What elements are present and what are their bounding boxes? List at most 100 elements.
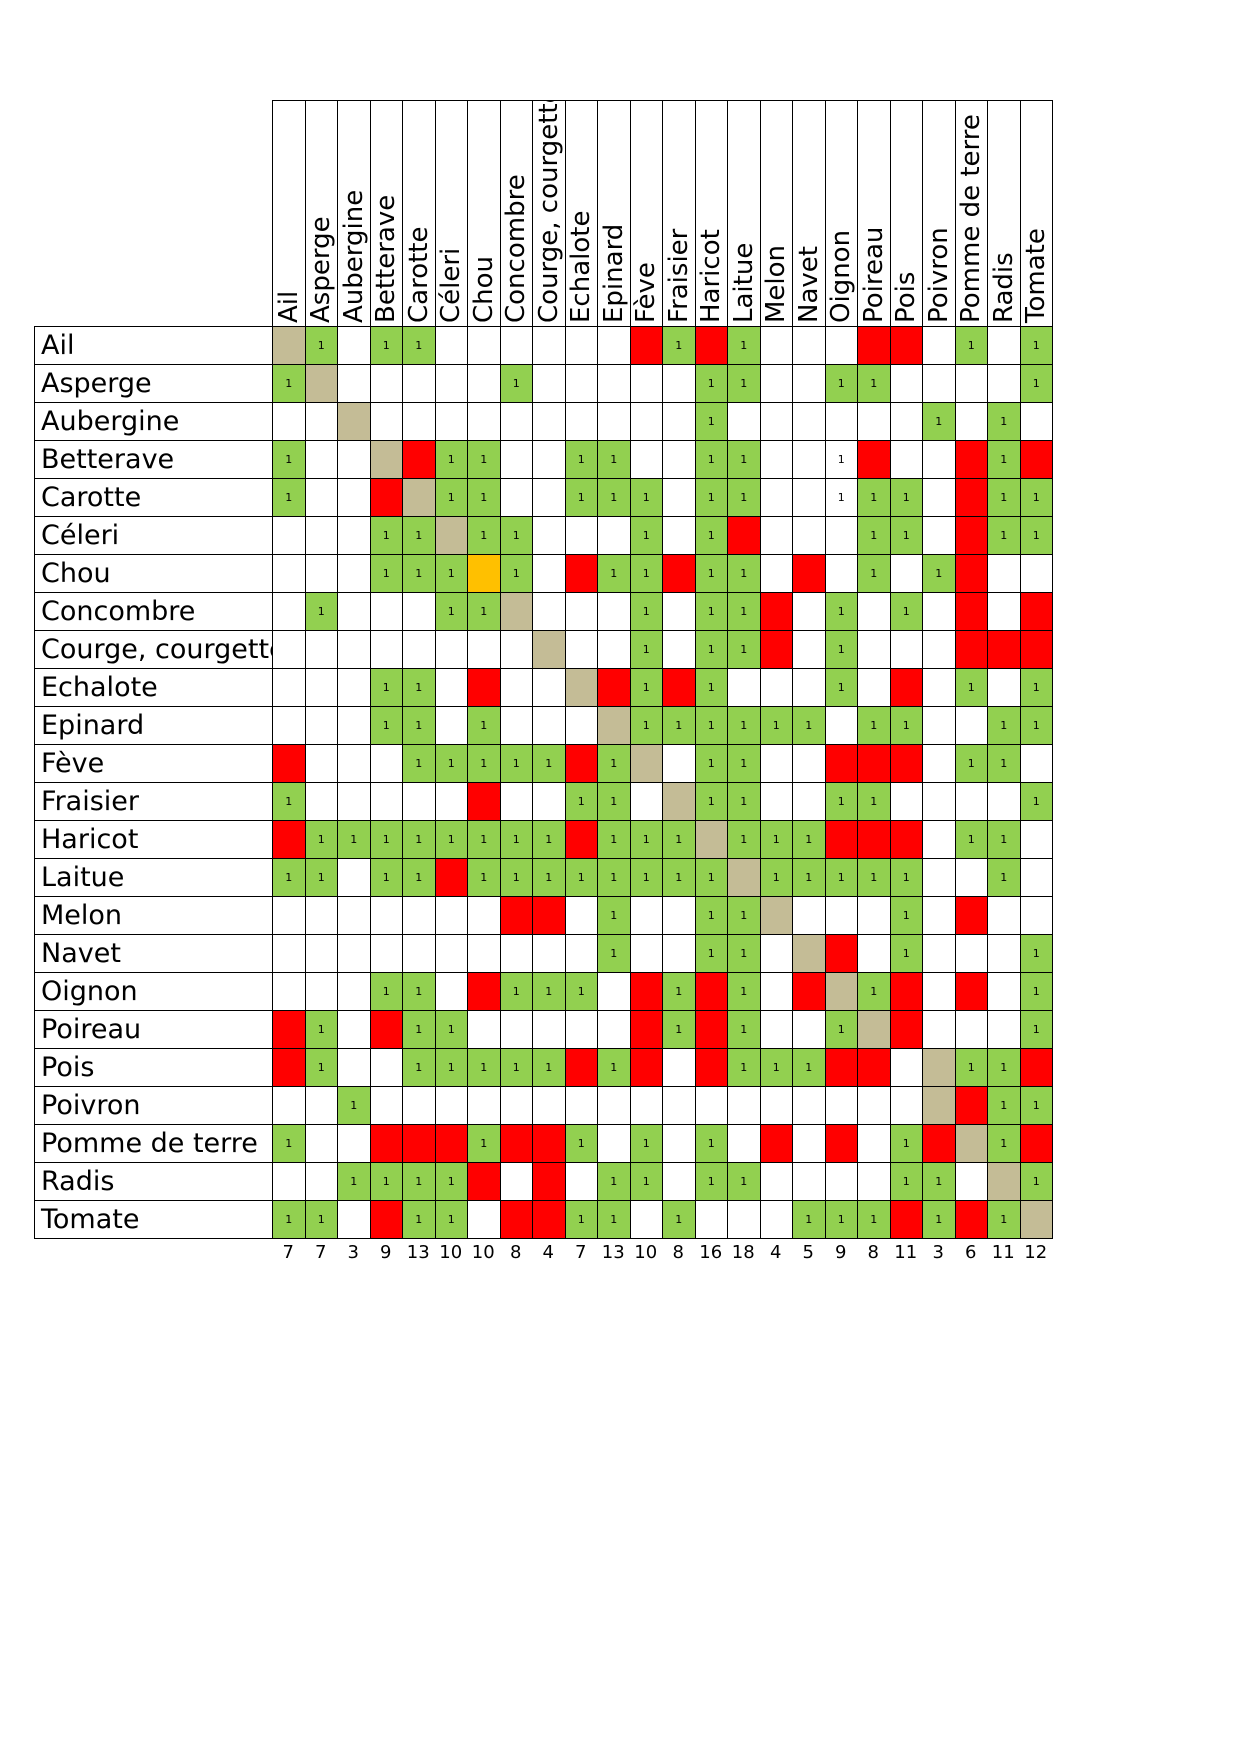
grid-cell: 1: [987, 1048, 1021, 1087]
grid-cell: [629, 326, 663, 365]
grid-cell: [759, 1086, 793, 1125]
grid-cell: [1019, 1124, 1053, 1163]
grid-cell: 1: [467, 820, 501, 859]
grid-cell: [272, 402, 306, 441]
column-header-label: Carotte: [403, 226, 434, 324]
grid-cell: 1: [857, 782, 891, 821]
grid-cell: 1: [304, 858, 338, 897]
grid-cell: [272, 972, 306, 1011]
grid-cell: [597, 668, 631, 707]
grid-cell: 1: [694, 554, 728, 593]
grid-cell: 1: [1019, 1086, 1053, 1125]
grid-cell: 1: [272, 440, 306, 479]
grid-cell: [727, 402, 761, 441]
grid-cell: [499, 592, 533, 631]
column-total: 11: [991, 1242, 1015, 1263]
grid-cell: [759, 326, 793, 365]
grid-cell: [597, 1010, 631, 1049]
grid-cell: [467, 934, 501, 973]
grid-cell: 1: [922, 1200, 956, 1239]
grid-cell: [889, 1010, 923, 1049]
grid-cell: [727, 1124, 761, 1163]
grid-cell: 1: [369, 554, 403, 593]
grid-cell: [337, 1200, 371, 1239]
grid-cell: [499, 1086, 533, 1125]
grid-cell: [987, 1010, 1021, 1049]
grid-cell: [272, 1010, 306, 1049]
grid-cell: [824, 1086, 858, 1125]
grid-cell: [954, 1010, 988, 1049]
grid-cell: [532, 668, 566, 707]
grid-cell: [987, 326, 1021, 365]
grid-cell: [272, 706, 306, 745]
grid-cell: 1: [1019, 668, 1053, 707]
grid-cell: [759, 554, 793, 593]
grid-cell: [759, 972, 793, 1011]
row-label: Ail: [34, 326, 273, 365]
column-header: Pois: [889, 100, 923, 327]
grid-cell: [434, 706, 468, 745]
column-total: 3: [932, 1242, 944, 1263]
grid-cell: 1: [987, 516, 1021, 555]
grid-cell: [304, 516, 338, 555]
grid-cell: [759, 1010, 793, 1049]
grid-cell: [824, 706, 858, 745]
grid-cell: [629, 1200, 663, 1239]
grid-cell: 1: [759, 1048, 793, 1087]
grid-cell: [662, 478, 696, 517]
grid-cell: 1: [759, 706, 793, 745]
grid-cell: [532, 326, 566, 365]
grid-cell: [564, 516, 598, 555]
grid-cell: [792, 896, 826, 935]
grid-cell: [337, 782, 371, 821]
grid-cell: 1: [727, 630, 761, 669]
grid-cell: [857, 440, 891, 479]
grid-cell: [694, 1048, 728, 1087]
grid-cell: 1: [824, 858, 858, 897]
column-header: Concombre: [499, 100, 533, 327]
grid-cell: [694, 1200, 728, 1239]
grid-cell: 1: [889, 896, 923, 935]
grid-cell: [759, 896, 793, 935]
column-header: Radis: [987, 100, 1021, 327]
grid-cell: [369, 364, 403, 403]
grid-cell: [857, 1010, 891, 1049]
grid-cell: [629, 440, 663, 479]
grid-cell: [337, 934, 371, 973]
grid-cell: [759, 744, 793, 783]
grid-cell: [662, 364, 696, 403]
column-header-label: Fève: [631, 262, 662, 323]
column-header: Navet: [792, 100, 826, 327]
grid-cell: [402, 592, 436, 631]
grid-cell: [954, 782, 988, 821]
grid-cell: [922, 972, 956, 1011]
column-header: Laitue: [727, 100, 761, 327]
grid-cell: 1: [597, 1200, 631, 1239]
grid-cell: [564, 668, 598, 707]
grid-cell: 1: [629, 1162, 663, 1201]
grid-cell: [857, 1048, 891, 1087]
grid-cell: [304, 1162, 338, 1201]
grid-cell: 1: [759, 820, 793, 859]
grid-cell: [304, 554, 338, 593]
column-total: 10: [471, 1242, 495, 1263]
column-header-label: Poivron: [923, 227, 954, 323]
grid-cell: [272, 668, 306, 707]
grid-cell: [337, 1124, 371, 1163]
grid-cell: [954, 1086, 988, 1125]
grid-cell: [304, 972, 338, 1011]
grid-cell: [954, 364, 988, 403]
grid-cell: [954, 896, 988, 935]
grid-cell: 1: [727, 326, 761, 365]
grid-cell: [922, 782, 956, 821]
column-total: 6: [965, 1242, 977, 1263]
grid-cell: [987, 896, 1021, 935]
grid-cell: [792, 478, 826, 517]
grid-cell: [532, 364, 566, 403]
grid-cell: [759, 1200, 793, 1239]
grid-cell: [792, 364, 826, 403]
grid-cell: [987, 668, 1021, 707]
grid-cell: 1: [987, 402, 1021, 441]
grid-cell: [792, 326, 826, 365]
grid-cell: 1: [629, 820, 663, 859]
